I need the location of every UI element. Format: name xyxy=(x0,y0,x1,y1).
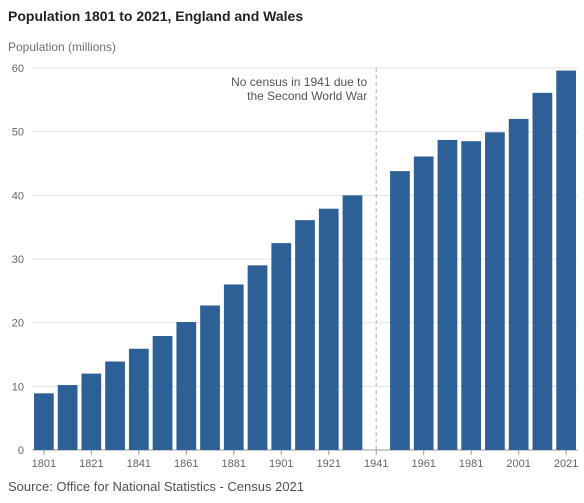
bar-1971 xyxy=(437,139,458,450)
y-axis-ticks: 0 10 20 30 40 50 60 xyxy=(12,63,24,457)
y-tick-label: 50 xyxy=(12,127,24,139)
bar-1991 xyxy=(485,132,505,450)
bar-1821 xyxy=(81,373,102,450)
y-tick-label: 40 xyxy=(12,190,24,202)
bar-1881 xyxy=(223,284,244,450)
y-tick-label: 30 xyxy=(12,254,24,266)
bars xyxy=(34,70,576,451)
y-tick-label: 0 xyxy=(18,445,24,457)
source-note: Source: Office for National Statistics -… xyxy=(8,479,305,494)
x-tick-label: 1981 xyxy=(459,458,483,470)
bar-1911 xyxy=(295,220,315,450)
x-tick-label: 1961 xyxy=(411,458,435,470)
bar-2011 xyxy=(532,92,553,450)
x-tick-label: 1901 xyxy=(269,458,293,470)
x-tick-label: 2001 xyxy=(506,458,530,470)
bar-1951 xyxy=(390,171,410,450)
x-axis-ticks: 1801 1821 1841 1861 1881 1901 1921 1941 1961 1981… xyxy=(32,450,578,470)
bar-1961 xyxy=(413,156,434,450)
bar-1931 xyxy=(342,195,363,450)
x-tick-label: 2021 xyxy=(554,458,578,470)
bar-1811 xyxy=(57,385,78,450)
bar-1981 xyxy=(461,141,482,450)
x-tick-label: 1941 xyxy=(364,458,388,470)
bar-2001 xyxy=(508,118,529,450)
bar-1831 xyxy=(105,361,125,450)
bar-1801 xyxy=(34,393,54,450)
bar-1891 xyxy=(247,265,268,450)
bar-2021 xyxy=(556,70,576,451)
y-axis-label: Population (millions) xyxy=(8,40,117,54)
annotation-text: the Second World War xyxy=(247,89,367,103)
x-tick-label: 1821 xyxy=(79,458,103,470)
bar-1871 xyxy=(200,305,220,450)
x-tick-label: 1881 xyxy=(222,458,246,470)
y-tick-label: 60 xyxy=(12,63,24,75)
x-tick-label: 1921 xyxy=(316,458,340,470)
bar-1901 xyxy=(271,243,292,450)
y-tick-label: 10 xyxy=(12,381,24,393)
x-tick-label: 1801 xyxy=(32,458,56,470)
bar-1921 xyxy=(318,208,339,450)
bar-1851 xyxy=(152,336,173,450)
chart-title: Population 1801 to 2021, England and Wal… xyxy=(8,8,304,24)
x-tick-label: 1841 xyxy=(127,458,151,470)
annotation-text: No census in 1941 due to xyxy=(231,75,367,89)
x-tick-label: 1861 xyxy=(174,458,198,470)
bar-1861 xyxy=(176,322,197,450)
y-tick-label: 20 xyxy=(12,318,24,330)
bar-1841 xyxy=(128,348,149,450)
